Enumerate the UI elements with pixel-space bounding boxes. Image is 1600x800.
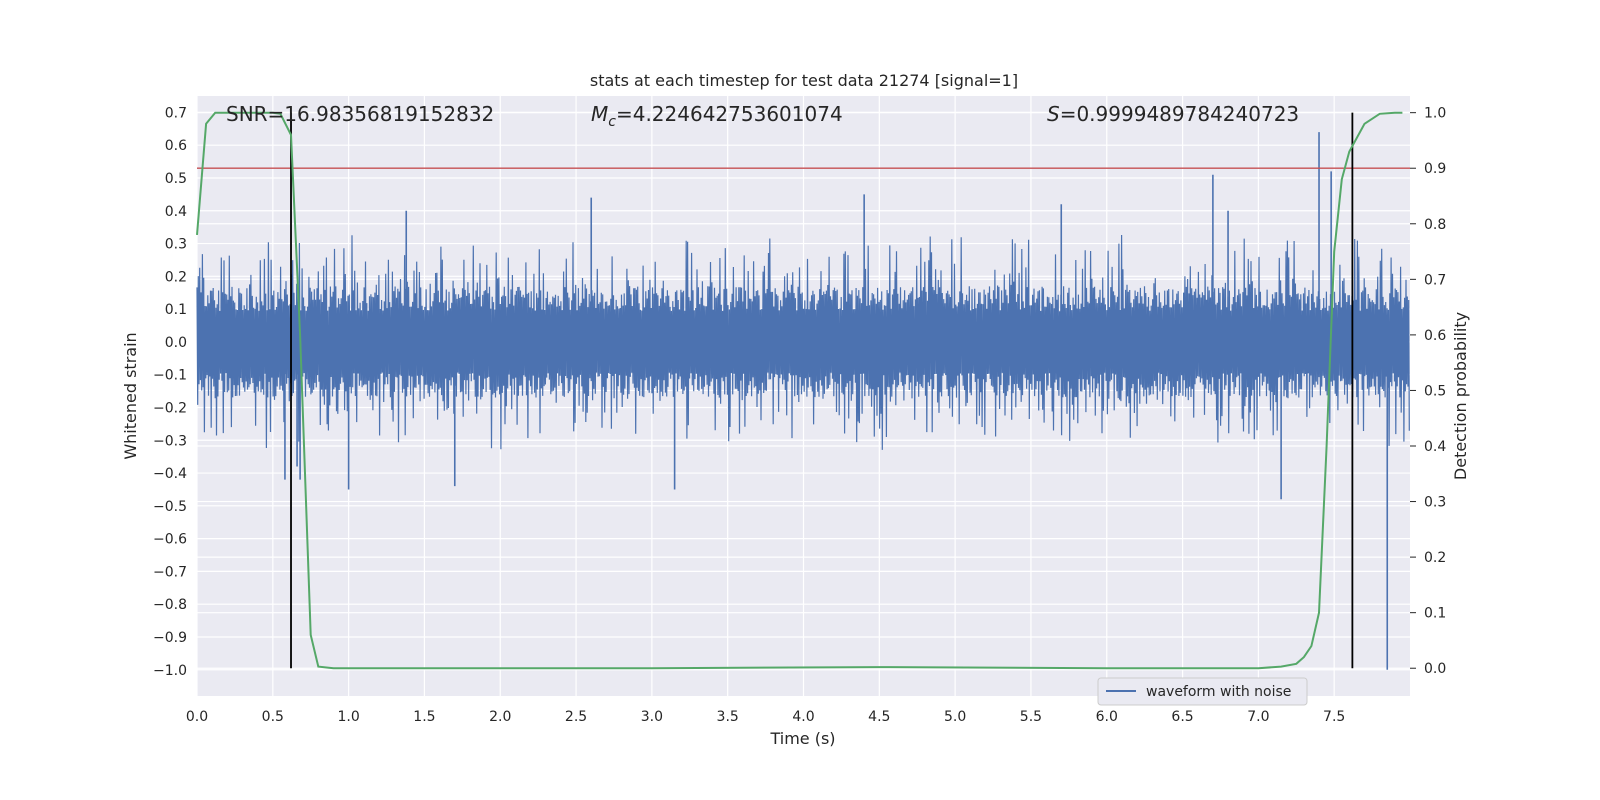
legend-box [1097, 677, 1308, 706]
y-tick-label: −0.1 [153, 368, 187, 384]
x-tick-label: 6.0 [1096, 709, 1118, 725]
y-tick-label: 0.1 [165, 302, 187, 318]
legend: waveform with noise [1097, 677, 1308, 706]
y-tick-label: −0.5 [153, 499, 187, 515]
y-tick-label: −0.8 [153, 597, 187, 613]
y2-tick-labels: 1.0 0.9 0.8 0.7 0.6 0.5 0.4 0.3 0.2 0.1 0.0 [1410, 106, 1446, 677]
chart-title: stats at each timestep for test data 212… [590, 71, 1018, 90]
y-tick-label: 0.4 [165, 204, 187, 220]
waveform-series [196, 132, 1410, 670]
mc-value: =4.224642753601074 [616, 102, 843, 126]
x-axis-label: Time (s) [769, 729, 835, 748]
y-tick-label: 0.7 [165, 105, 187, 121]
x-tick-label: 2.0 [489, 709, 511, 725]
y-tick-label: −0.6 [153, 532, 187, 548]
s-symbol: S [1047, 102, 1060, 126]
x-tick-label: 0.0 [186, 709, 208, 725]
y2-tick-label: 0.8 [1424, 217, 1446, 233]
detection-probability-line [196, 111, 1403, 670]
x-tick-label: 3.0 [641, 709, 663, 725]
x-tick-labels: 0.0 0.5 1.0 1.5 2.0 2.5 3.0 3.5 4.0 4.5 5.0 5.5 6.0 6… [186, 709, 1345, 725]
mc-subscript: c [608, 114, 616, 130]
y-tick-label: −0.4 [153, 466, 187, 482]
y-tick-label: −0.2 [153, 400, 187, 416]
x-tick-label: 0.5 [262, 709, 284, 725]
y2-tick-label: 0.6 [1424, 328, 1446, 344]
score-annotation: S=0.9999489784240723 [1047, 102, 1299, 126]
y-tick-label: 0.3 [165, 237, 187, 253]
x-tick-label: 4.5 [868, 709, 890, 725]
x-tick-label: 7.5 [1323, 709, 1345, 725]
y2-tick-label: 0.1 [1424, 606, 1446, 622]
x-tick-label: 2.5 [565, 709, 587, 725]
y2-tick-label: 0.2 [1424, 550, 1446, 566]
x-tick-label: 1.0 [337, 709, 359, 725]
legend-label: waveform with noise [1146, 684, 1291, 700]
x-tick-label: 5.5 [1020, 709, 1042, 725]
y-tick-labels: 0.7 0.6 0.5 0.4 0.3 0.2 0.1 0.0 −0.1 −0.2 −0.3 −0.4… [153, 105, 187, 678]
y-tick-label: 0.0 [165, 335, 187, 351]
y2-tick-label: 0.3 [1424, 495, 1446, 511]
x-tick-label: 6.5 [1171, 709, 1193, 725]
y-tick-label: −1.0 [153, 663, 187, 679]
chirp-mass-annotation: Mc=4.224642753601074 [591, 102, 843, 130]
snr-annotation: SNR=16.98356819152832 [226, 102, 494, 126]
x-tick-label: 3.5 [717, 709, 739, 725]
s-value: =0.9999489784240723 [1060, 102, 1299, 126]
x-tick-label: 7.0 [1247, 709, 1269, 725]
y2-tick-label: 0.5 [1424, 383, 1446, 399]
overlay-layer [197, 112, 1410, 669]
y-axis-label: Whitened strain [121, 332, 140, 459]
detection-probability-series [196, 111, 1403, 670]
y-tick-label: −0.7 [153, 564, 187, 580]
y-tick-label: −0.3 [153, 433, 187, 449]
y-tick-label: 0.2 [165, 269, 187, 285]
mc-symbol: M [591, 102, 608, 126]
y2-tick-label: 0.7 [1424, 272, 1446, 288]
y-tick-label: 0.5 [165, 171, 187, 187]
waveform-line [196, 234, 1410, 450]
y2-tick-label: 0.0 [1424, 661, 1446, 677]
x-tick-label: 5.0 [944, 709, 966, 725]
y2-tick-label: 1.0 [1424, 106, 1446, 122]
x-tick-label: 1.5 [413, 709, 435, 725]
x-tick-label: 4.0 [792, 709, 814, 725]
y2-tick-label: 0.4 [1424, 439, 1446, 455]
y-tick-label: −0.9 [153, 630, 187, 646]
y-tick-label: 0.6 [165, 138, 187, 154]
y2-axis-label: Detection probability [1451, 312, 1470, 480]
y2-tick-label: 0.9 [1424, 161, 1446, 177]
